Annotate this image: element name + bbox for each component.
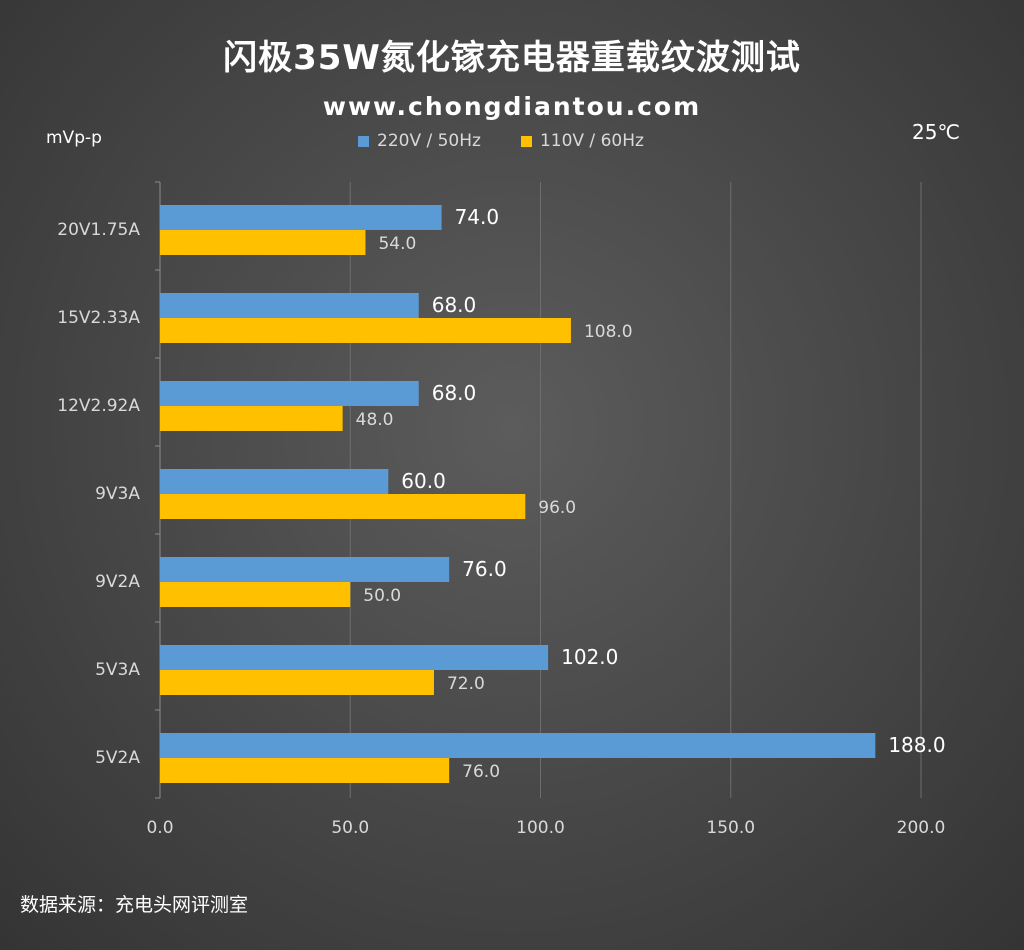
category-label: 9V2A	[95, 572, 140, 592]
data-label-220v: 60.0	[401, 469, 446, 493]
category-label: 12V2.92A	[57, 396, 140, 416]
data-label-110v: 72.0	[447, 674, 485, 694]
legend-item-110v: 110V / 60Hz	[520, 131, 644, 151]
category-label: 9V3A	[95, 484, 140, 504]
data-label-220v: 68.0	[432, 381, 477, 405]
data-label-220v: 102.0	[561, 645, 618, 669]
bar-110v	[160, 406, 343, 431]
bar-110v	[160, 758, 450, 783]
category-label: 20V1.75A	[57, 220, 140, 240]
unit-label: mVp-p	[46, 128, 102, 148]
bar-110v	[160, 494, 526, 519]
bar-220v	[160, 293, 419, 318]
data-label-110v: 96.0	[538, 498, 576, 518]
bar-220v	[160, 381, 419, 406]
chart-subtitle: www.chongdiantou.com	[322, 92, 702, 121]
chart-title: 闪极35W氮化镓充电器重载纹波测试	[223, 38, 801, 78]
temperature-annotation: 25℃	[912, 120, 960, 144]
data-label-110v: 50.0	[363, 586, 401, 606]
bar-110v	[160, 582, 351, 607]
data-label-110v: 76.0	[462, 762, 500, 782]
bar-220v	[160, 205, 442, 230]
data-label-220v: 76.0	[462, 557, 507, 581]
legend: 220V / 50Hz 110V / 60Hz	[358, 131, 644, 151]
legend-label-110v: 110V / 60Hz	[539, 131, 644, 151]
bar-220v	[160, 557, 450, 582]
data-label-220v: 68.0	[432, 293, 477, 317]
legend-swatch-220v	[358, 135, 369, 147]
x-tick-label: 100.0	[516, 818, 565, 838]
legend-label-220v: 220V / 50Hz	[377, 131, 481, 151]
data-label-110v: 108.0	[584, 322, 633, 342]
data-source: 数据来源：充电头网评测室	[20, 894, 249, 916]
x-tick-label: 0.0	[146, 818, 173, 838]
legend-item-220v: 220V / 50Hz	[358, 131, 481, 151]
bar-110v	[160, 230, 366, 255]
legend-swatch-110v	[520, 135, 532, 147]
x-tick-label: 200.0	[897, 818, 946, 838]
bar-220v	[160, 645, 549, 670]
data-label-110v: 48.0	[356, 410, 394, 430]
data-label-220v: 74.0	[455, 205, 500, 229]
bar-220v	[160, 733, 876, 758]
category-label: 5V3A	[95, 660, 140, 680]
bar-220v	[160, 469, 389, 494]
bar-110v	[160, 318, 571, 343]
data-label-220v: 188.0	[888, 733, 945, 757]
category-label: 15V2.33A	[57, 308, 140, 328]
category-label: 5V2A	[95, 748, 140, 768]
bar-110v	[160, 670, 434, 695]
x-tick-label: 50.0	[331, 818, 369, 838]
x-tick-label: 150.0	[706, 818, 755, 838]
data-label-110v: 54.0	[378, 234, 416, 254]
